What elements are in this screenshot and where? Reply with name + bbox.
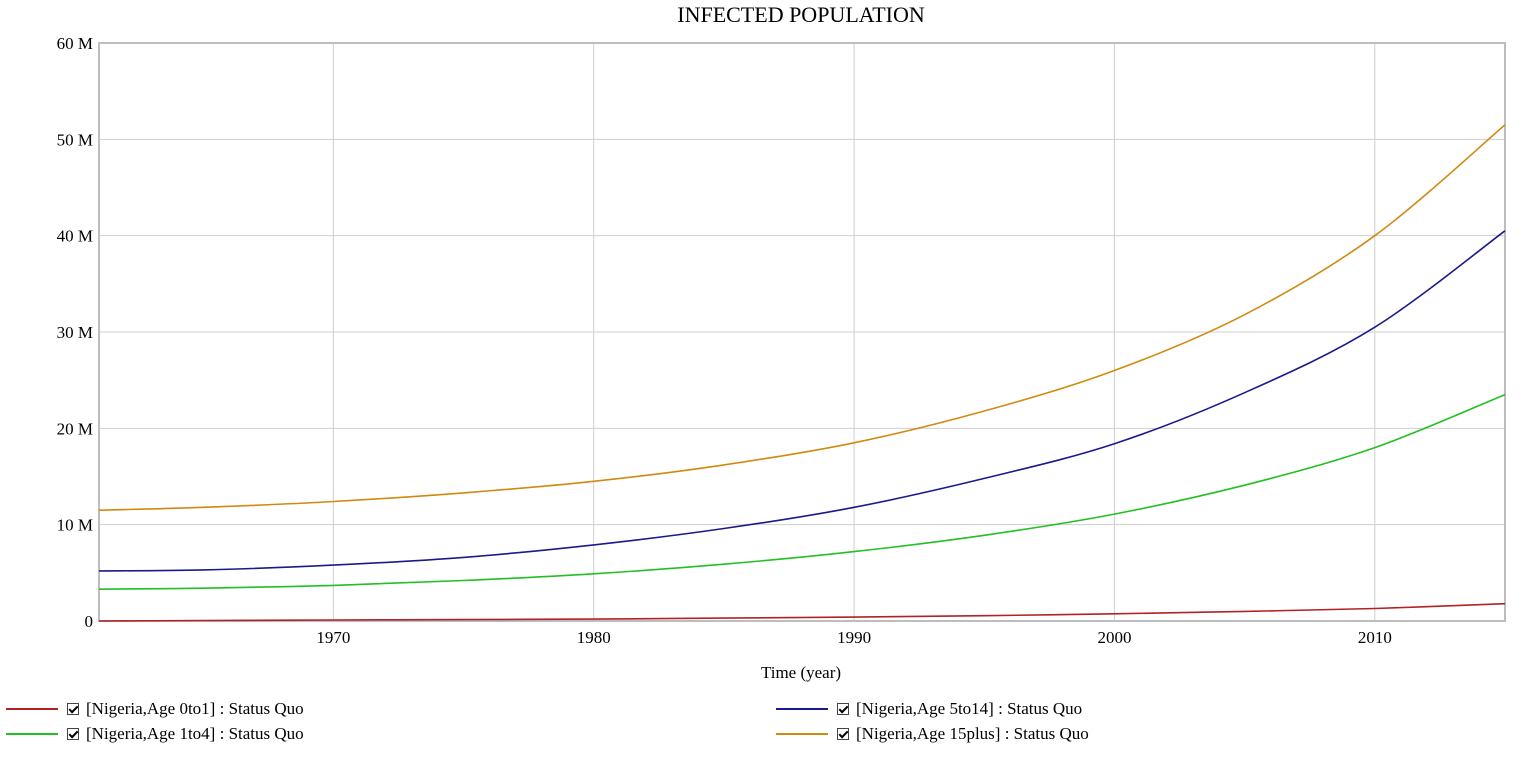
- legend: [Nigeria,Age 0to1] : Status Quo [Nigeria,…: [0, 690, 1539, 759]
- line-chart: INFECTED POPULATION 0 10 M 20 M 30 M 40 M 50 …: [57, 2, 1506, 682]
- legend-item: [Nigeria,Age 1to4] : Status Quo: [6, 722, 304, 746]
- y-axis-ticks: 0 10 M 20 M 30 M 40 M 50 M 60 M: [57, 34, 93, 631]
- x-axis-ticks: 1970 1980 1990 2000 2010: [316, 628, 1391, 647]
- legend-item: [Nigeria,Age 0to1] : Status Quo: [6, 697, 304, 721]
- grid-lines: [99, 43, 1505, 621]
- x-tick-label: 2000: [1097, 628, 1131, 647]
- series-line-3: [98, 124, 1506, 511]
- legend-swatch: [6, 708, 58, 710]
- series-line-0: [98, 602, 1506, 622]
- series-lines: [98, 124, 1506, 622]
- legend-label: [Nigeria,Age 15plus] : Status Quo: [856, 724, 1089, 743]
- y-tick-label: 0: [85, 612, 94, 631]
- legend-checkbox[interactable]: [837, 703, 849, 715]
- x-tick-label: 2010: [1358, 628, 1392, 647]
- legend-checkbox[interactable]: [67, 728, 79, 740]
- legend-item: [Nigeria,Age 15plus] : Status Quo: [776, 722, 1089, 746]
- legend-checkbox[interactable]: [67, 703, 79, 715]
- y-tick-label: 60 M: [57, 34, 93, 53]
- x-tick-label: 1980: [577, 628, 611, 647]
- y-tick-label: 30 M: [57, 323, 93, 342]
- x-axis-label: Time (year): [761, 663, 841, 682]
- legend-swatch: [6, 733, 58, 735]
- plot-area-frame: [98, 42, 1506, 622]
- y-tick-label: 50 M: [57, 130, 93, 149]
- series-line-2: [98, 230, 1506, 572]
- legend-label: [Nigeria,Age 0to1] : Status Quo: [86, 699, 304, 718]
- legend-label: [Nigeria,Age 5to14] : Status Quo: [856, 699, 1083, 718]
- y-tick-label: 20 M: [57, 419, 93, 438]
- legend-swatch: [776, 708, 828, 710]
- series-line-1: [98, 393, 1506, 590]
- legend-swatch: [776, 733, 828, 735]
- chart-title: INFECTED POPULATION: [677, 2, 925, 27]
- x-tick-label: 1990: [837, 628, 871, 647]
- x-tick-label: 1970: [316, 628, 350, 647]
- legend-label: [Nigeria,Age 1to4] : Status Quo: [86, 724, 304, 743]
- legend-item: [Nigeria,Age 5to14] : Status Quo: [776, 697, 1082, 721]
- legend-checkbox[interactable]: [837, 728, 849, 740]
- y-tick-label: 40 M: [57, 227, 93, 246]
- y-tick-label: 10 M: [57, 516, 93, 535]
